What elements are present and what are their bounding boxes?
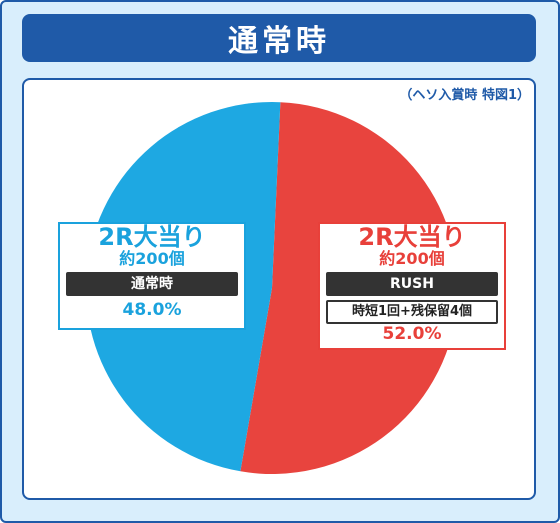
slice-label-sub: 約200個 [119,249,185,268]
page-title: 通常時 [22,14,536,62]
slice-label-mode: RUSH [326,272,498,296]
slice-label-mode: 通常時 [66,272,238,296]
slice-label-normal: 2R大当り 約200個 通常時 48.0% [58,222,246,330]
slice-label-rush: 2R大当り 約200個 RUSH 時短1回+残保留4個 52.0% [318,222,506,350]
slice-label-detail: 時短1回+残保留4個 [326,300,498,324]
slice-label-title: 2R大当り [358,223,466,251]
slice-label-sub: 約200個 [379,249,445,268]
slice-label-title: 2R大当り [98,223,206,251]
slice-label-percent: 48.0% [122,300,182,320]
slice-label-percent: 52.0% [382,324,442,344]
chart-note: （ヘソ入賞時 特図1） [399,88,530,103]
